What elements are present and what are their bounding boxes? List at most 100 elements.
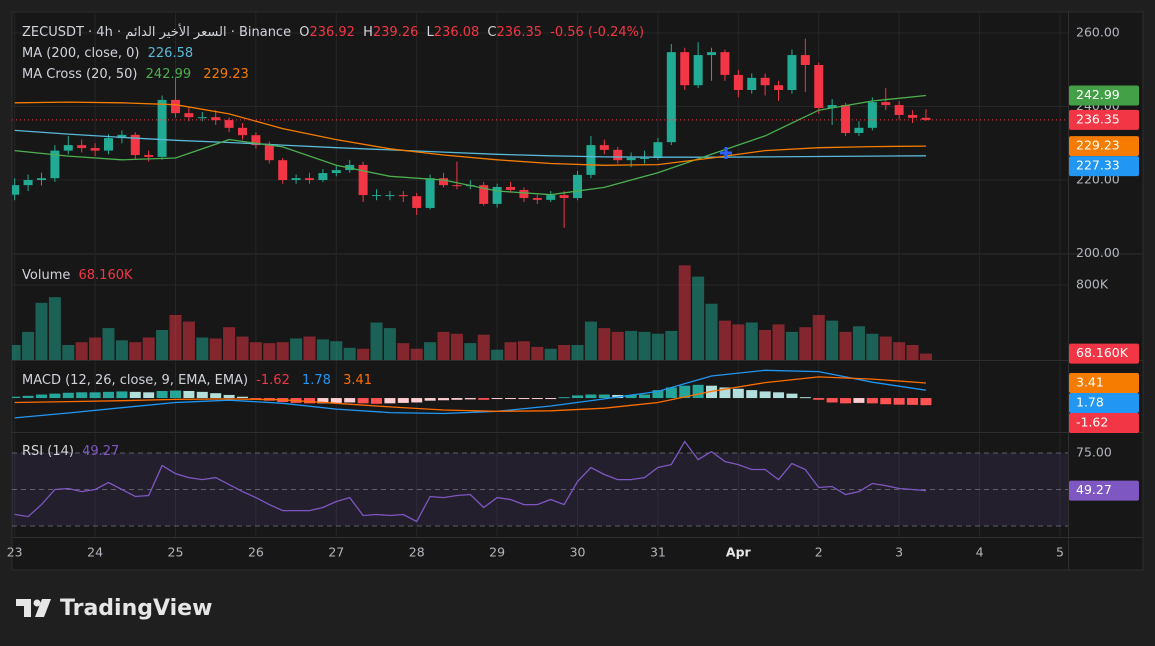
volume-bar	[357, 348, 370, 360]
volume-bar	[678, 265, 691, 360]
volume-bar	[316, 339, 329, 360]
macd-histogram-bar	[853, 398, 865, 403]
volume-bar	[48, 297, 61, 360]
candle-body	[452, 185, 462, 187]
macd-histogram-bar	[156, 390, 168, 399]
volume-bar	[424, 342, 437, 360]
candle-body	[787, 55, 797, 90]
volume-bar	[504, 342, 517, 360]
macd-histogram-bar	[451, 398, 463, 400]
macd-histogram-bar	[826, 398, 838, 403]
macd-histogram-bar	[799, 397, 811, 399]
candle-body	[800, 55, 810, 65]
candle-body	[224, 120, 234, 128]
volume-bar	[598, 328, 611, 360]
x-tick-label: 23	[7, 545, 23, 560]
candle-body	[908, 114, 918, 118]
x-tick-label: 5	[1056, 545, 1064, 560]
macd-histogram-bar	[438, 398, 450, 401]
x-tick-label: 27	[328, 545, 344, 560]
volume-bar	[450, 333, 463, 360]
x-tick-label: 3	[895, 545, 903, 560]
candle-body	[894, 105, 904, 115]
volume-bar	[866, 333, 879, 360]
price-label: 3.41	[1076, 375, 1104, 390]
macd-histogram-bar	[505, 398, 517, 400]
macd-histogram-bar	[732, 388, 744, 399]
candle-body	[63, 145, 73, 151]
macd-histogram-bar	[478, 398, 490, 400]
volume-bar	[732, 324, 745, 360]
candle-body	[278, 160, 288, 181]
candle-body	[854, 127, 864, 133]
volume-bar	[651, 333, 664, 360]
candle-body	[23, 180, 33, 186]
macd-histogram-bar	[639, 394, 651, 399]
macd-histogram-bar	[236, 396, 248, 399]
candle-body	[680, 52, 690, 86]
y-tick-label: 260.00	[1076, 25, 1120, 40]
macd-histogram-bar	[893, 398, 905, 405]
y-tick-label: 75.00	[1076, 445, 1112, 460]
line	[14, 129, 926, 158]
candle-body	[184, 113, 194, 118]
macd-histogram-bar	[572, 395, 584, 399]
macd-histogram-bar	[411, 398, 423, 403]
study-name: MA Cross (20, 50)	[22, 67, 138, 82]
candle-body	[358, 164, 368, 196]
candle-body	[479, 185, 489, 204]
candle-body	[506, 187, 516, 190]
volume-bar	[303, 336, 316, 360]
price-label-bg	[1069, 393, 1139, 414]
volume-bar	[330, 341, 343, 360]
macd-histogram-bar	[102, 391, 114, 399]
study-name: MA (200, close, 0)	[22, 46, 140, 61]
candle-body	[77, 145, 87, 149]
volume-bar	[169, 315, 182, 360]
volume-bar	[665, 330, 678, 360]
macd-histogram-bar	[304, 398, 316, 404]
candle-body	[412, 196, 422, 208]
volume-bar	[397, 343, 410, 360]
pane-separators	[12, 12, 1143, 570]
line	[14, 94, 926, 196]
candle-body	[117, 134, 127, 139]
volume-bar	[491, 349, 504, 360]
line	[14, 440, 926, 523]
legend-row: MA Cross (20, 50) 242.99 229.23	[22, 64, 648, 85]
candle-body	[50, 150, 60, 179]
volume-bar	[839, 331, 852, 360]
volume-bar	[531, 346, 544, 360]
macd-histogram-bar	[840, 398, 852, 404]
candle-body	[707, 52, 717, 56]
brand: TradingView	[60, 596, 212, 621]
legend-volume: Volume 68.160K	[22, 265, 137, 286]
ohlc-key: O	[299, 25, 310, 40]
volume-bar	[410, 348, 423, 360]
macd-histogram-bar	[558, 397, 570, 399]
x-tick-label: Apr	[726, 545, 752, 560]
macd-histogram-bar	[116, 391, 128, 399]
volume-bar	[437, 331, 450, 360]
candle-body	[237, 127, 247, 136]
candle-body	[867, 102, 877, 128]
volume-bar	[156, 330, 169, 360]
candle-body	[36, 178, 46, 181]
macd-histogram-bar	[62, 392, 74, 399]
macd-histogram-bar	[169, 390, 181, 399]
crosshair	[720, 147, 732, 159]
price-label-bg	[1069, 85, 1139, 106]
price-label: 68.160K	[1076, 345, 1129, 360]
study-name: MACD (12, 26, close, 9, EMA, EMA)	[22, 373, 249, 388]
ohlc-value: 236.08	[433, 25, 480, 40]
ohlc-value: 239.26	[372, 25, 419, 40]
candle-body	[546, 195, 556, 200]
study-value: 242.99	[145, 67, 192, 82]
volume-bar	[102, 328, 115, 360]
macd-histogram-bar	[920, 398, 932, 406]
volume-pane	[12, 255, 1068, 360]
logo-mark	[16, 599, 31, 617]
macd-histogram-bar	[786, 393, 798, 399]
candle-body	[331, 170, 341, 174]
price-label: 1.78	[1076, 395, 1104, 410]
